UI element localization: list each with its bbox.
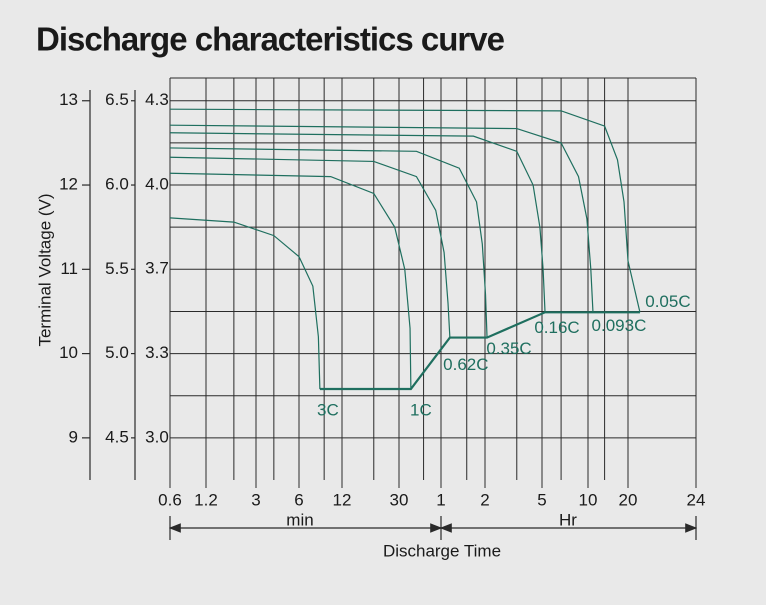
curve-label: 1C (410, 400, 432, 419)
x-tick-label: 30 (390, 490, 409, 509)
y-tick-label: 10 (59, 343, 78, 362)
x-unit-label: min (286, 510, 313, 529)
curve-label: 0.05C (645, 292, 690, 311)
discharge-curve (169, 147, 488, 338)
curve-label: 0.35C (486, 339, 531, 358)
x-axis-label: Discharge Time (383, 541, 501, 560)
y-axis-label: Terminal Voltage (V) (35, 193, 54, 346)
y3-tick-label: 4.0 (145, 174, 169, 193)
y-tick-label: 11 (60, 259, 78, 278)
x-tick-label: 2 (480, 490, 489, 509)
discharge-curve (169, 217, 321, 389)
x-tick-label: 6 (294, 490, 303, 509)
x-tick-label: 12 (333, 490, 352, 509)
y2-tick-label: 5.0 (105, 343, 129, 362)
x-tick-label: 1 (436, 490, 445, 509)
end-voltage-line (319, 311, 640, 391)
curve-label: 3C (317, 400, 339, 419)
curve-label: 0.16C (534, 318, 579, 337)
discharge-curve (169, 108, 641, 313)
y-tick-label: 9 (69, 427, 78, 446)
y2-tick-label: 6.0 (105, 175, 129, 194)
x-tick-label: 1.2 (194, 490, 218, 509)
y2-tick-label: 6.5 (105, 90, 129, 109)
y3-tick-label: 4.3 (145, 90, 169, 109)
discharge-curve (169, 172, 412, 389)
discharge-curve (169, 132, 546, 313)
discharge-curve (169, 124, 594, 313)
y3-tick-label: 3.0 (145, 427, 169, 446)
curve-label: 0.093C (592, 316, 647, 335)
y3-tick-label: 3.7 (145, 259, 169, 278)
y2-tick-label: 4.5 (105, 427, 129, 446)
y-tick-label: 13 (59, 90, 78, 109)
x-unit-label: Hr (559, 510, 577, 529)
y3-tick-label: 3.3 (145, 343, 169, 362)
y-tick-label: 12 (59, 175, 78, 194)
discharge-curve (169, 156, 451, 338)
chart-title: Discharge characteristics curve (36, 21, 505, 58)
x-tick-label: 3 (251, 490, 260, 509)
x-tick-label: 24 (687, 490, 706, 509)
x-tick-label: 5 (537, 490, 546, 509)
curve-label: 0.62C (443, 355, 488, 374)
x-tick-label: 10 (579, 490, 598, 509)
y2-tick-label: 5.5 (105, 259, 129, 278)
x-tick-label: 0.6 (158, 490, 182, 509)
x-tick-label: 20 (619, 490, 638, 509)
